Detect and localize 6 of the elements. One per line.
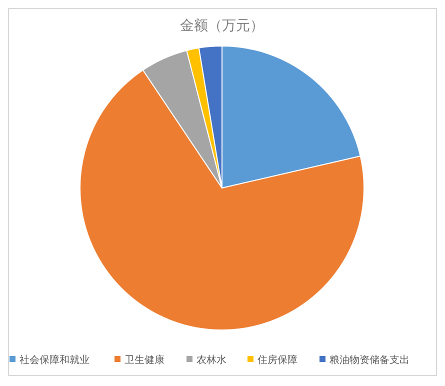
legend-label: 农林水 (196, 354, 226, 366)
chart-title: 金额（万元） (180, 18, 264, 34)
legend-label: 住房保障 (258, 354, 298, 366)
legend-label: 社会保障和就业 (20, 354, 90, 366)
legend-label: 粮油物资储备支出 (330, 354, 410, 366)
legend-label: 卫生健康 (124, 354, 164, 366)
